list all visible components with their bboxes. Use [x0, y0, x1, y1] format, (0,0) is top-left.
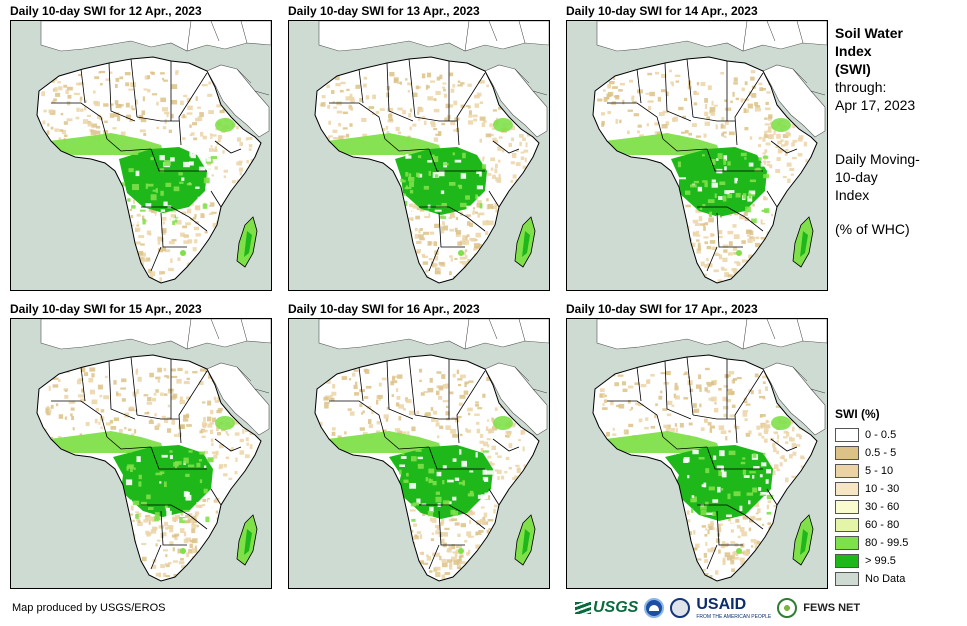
africa-map	[289, 21, 549, 290]
arabia-landmass	[762, 64, 826, 138]
map-frame	[288, 20, 550, 291]
africa-outline	[314, 354, 540, 582]
legend-swatch	[835, 482, 859, 496]
legend-swatch	[835, 428, 859, 442]
legend-label: 0.5 - 5	[865, 447, 897, 459]
interior-seal-icon	[670, 598, 691, 618]
legend-label: 30 - 60	[865, 501, 900, 513]
arabia-landmass	[206, 362, 270, 436]
panel-title: Daily 10-day SWI for 12 Apr., 2023	[10, 4, 202, 18]
map-frame	[10, 20, 272, 291]
country-borders	[607, 58, 798, 272]
africa-map	[11, 319, 271, 588]
legend-label: 80 - 99.5	[865, 537, 909, 549]
legend: SWI (%) 0 - 0.5 0.5 - 5 5 - 10 10 - 30 30 - …	[835, 407, 965, 588]
legend-item: 0.5 - 5	[835, 444, 965, 462]
country-borders	[51, 356, 242, 570]
map-frame	[288, 318, 550, 589]
legend-label: 0 - 0.5	[865, 429, 897, 441]
europe-landmass	[40, 21, 271, 52]
arabia-landmass	[484, 362, 548, 436]
noaa-logo-icon	[644, 598, 665, 618]
legend-item: 0 - 0.5	[835, 426, 965, 444]
arabia-landmass	[484, 64, 548, 138]
usaid-tagline: FROM THE AMERICAN PEOPLE	[696, 614, 772, 620]
through-label: through:	[835, 79, 887, 95]
legend-label: > 99.5	[865, 555, 896, 567]
index-title: (SWI)	[835, 61, 871, 77]
logo-strip: USGS USAID FROM THE AMERICAN PEOPLE FEWS…	[575, 596, 860, 620]
legend-item: No Data	[835, 570, 965, 588]
index-info: Soil Water Index (SWI) through: Apr 17, …	[835, 24, 965, 238]
index-units: (% of WHC)	[835, 221, 910, 237]
panel-title: Daily 10-day SWI for 17 Apr., 2023	[566, 302, 758, 316]
africa-outline	[36, 354, 262, 582]
legend-label: 60 - 80	[865, 519, 900, 531]
africa-outline	[36, 56, 262, 284]
credit-text: Map produced by USGS/EROS	[12, 602, 166, 614]
arabia-landmass	[762, 362, 826, 436]
legend-item: 10 - 30	[835, 480, 965, 498]
index-description: 10-day	[835, 169, 878, 185]
index-title: Index	[835, 43, 872, 59]
swi-raster	[41, 70, 256, 283]
legend-item: 5 - 10	[835, 462, 965, 480]
legend-swatch	[835, 536, 859, 550]
usaid-logo-text: USAID	[696, 596, 747, 613]
panel-title: Daily 10-day SWI for 13 Apr., 2023	[288, 4, 480, 18]
europe-landmass	[40, 319, 271, 350]
arabia-landmass	[206, 64, 270, 138]
legend-label: 5 - 10	[865, 465, 894, 477]
usgs-logo: USGS	[575, 599, 638, 617]
legend-swatch	[835, 572, 859, 586]
legend-item: 60 - 80	[835, 516, 965, 534]
usgs-logo-text: USGS	[593, 599, 639, 616]
through-date: Apr 17, 2023	[835, 97, 916, 113]
country-borders	[329, 356, 520, 570]
map-frame	[566, 318, 828, 589]
swi-raster	[599, 367, 808, 581]
country-borders	[607, 356, 798, 570]
europe-landmass	[596, 21, 827, 52]
usaid-logo: USAID FROM THE AMERICAN PEOPLE	[696, 596, 771, 620]
europe-landmass	[318, 21, 549, 52]
legend-item: 30 - 60	[835, 498, 965, 516]
legend-swatch	[835, 446, 859, 460]
map-frame	[10, 318, 272, 589]
africa-map	[567, 21, 827, 290]
africa-outline	[592, 56, 818, 284]
legend-swatch	[835, 554, 859, 568]
africa-outline	[314, 56, 540, 284]
panel-title: Daily 10-day SWI for 14 Apr., 2023	[566, 4, 758, 18]
fews-net-icon	[777, 598, 798, 618]
country-borders	[329, 58, 520, 272]
europe-landmass	[596, 319, 827, 350]
legend-item: 80 - 99.5	[835, 534, 965, 552]
legend-swatch	[835, 518, 859, 532]
africa-map	[289, 319, 549, 588]
legend-label: 10 - 30	[865, 483, 900, 495]
country-borders	[51, 58, 242, 272]
index-description: Index	[835, 187, 870, 203]
legend-swatch	[835, 500, 859, 514]
usgs-wave-icon	[575, 602, 591, 614]
map-frame	[566, 20, 828, 291]
africa-map	[11, 21, 271, 290]
africa-map	[567, 319, 827, 588]
panel-title: Daily 10-day SWI for 15 Apr., 2023	[10, 302, 202, 316]
panel-title: Daily 10-day SWI for 16 Apr., 2023	[288, 302, 480, 316]
legend-label: No Data	[865, 573, 906, 585]
legend-swatch	[835, 464, 859, 478]
legend-item: > 99.5	[835, 552, 965, 570]
africa-outline	[592, 354, 818, 582]
europe-landmass	[318, 319, 549, 350]
index-title: Soil Water	[835, 25, 903, 41]
legend-title: SWI (%)	[835, 407, 880, 421]
fews-net-logo-text: FEWS NET	[803, 602, 861, 614]
index-description: Daily Moving-	[835, 151, 920, 167]
